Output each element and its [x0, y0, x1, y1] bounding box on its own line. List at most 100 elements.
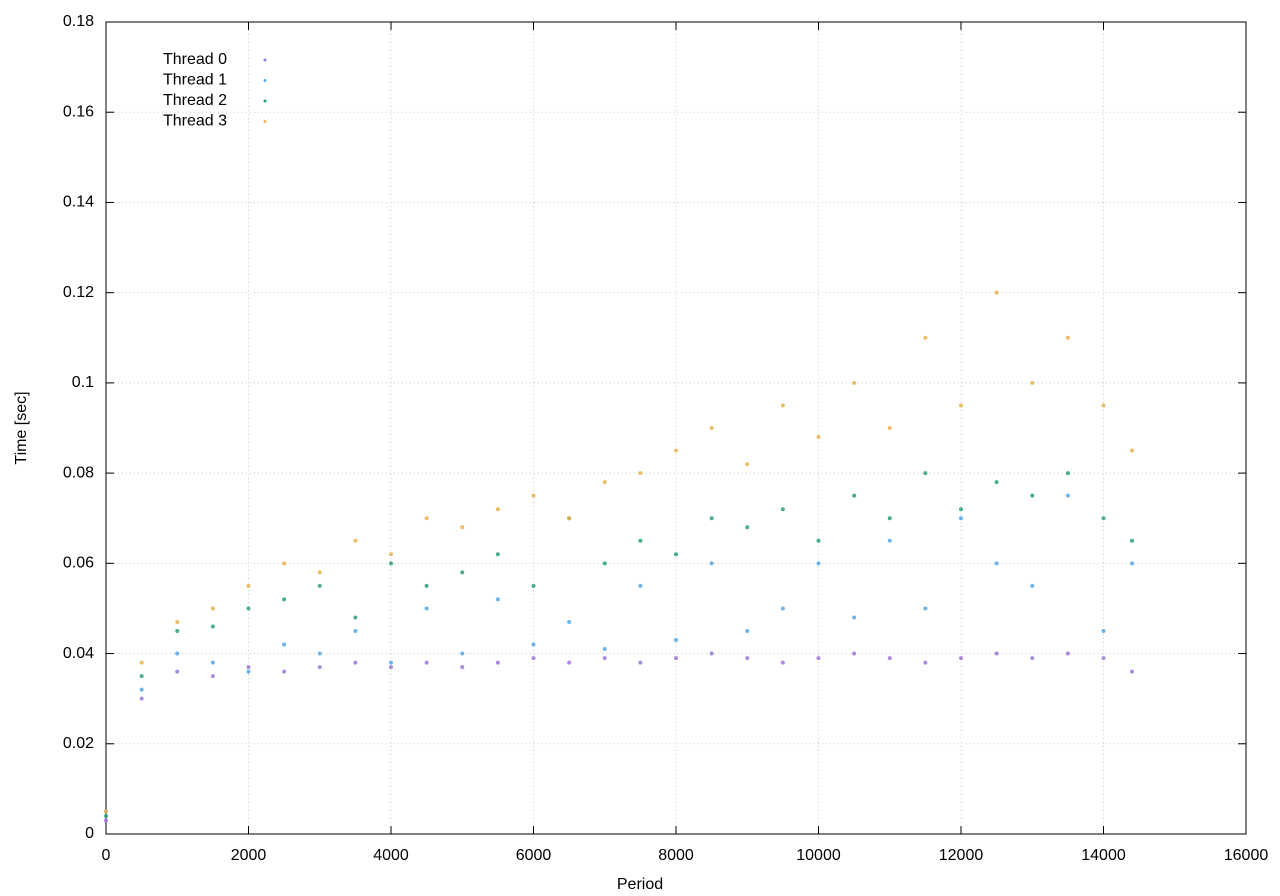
point [1130, 561, 1134, 566]
point [780, 507, 785, 512]
point [495, 660, 500, 665]
point [852, 380, 857, 385]
point [923, 606, 928, 611]
legend-marker [263, 99, 267, 103]
point [424, 660, 429, 665]
point [959, 516, 963, 521]
point [1030, 656, 1035, 661]
x-tick-label: 10000 [796, 847, 841, 864]
point [175, 619, 180, 624]
point [602, 647, 607, 652]
point [1030, 380, 1035, 385]
y-tick-label: 0.12 [63, 284, 94, 301]
point [959, 656, 963, 661]
point [567, 619, 572, 624]
x-tick-label: 0 [102, 847, 111, 864]
point [104, 818, 108, 823]
point [1101, 629, 1106, 633]
point [780, 660, 785, 665]
point [460, 665, 465, 670]
point [210, 606, 215, 611]
point [602, 656, 607, 661]
point [1065, 493, 1070, 498]
series [104, 493, 1134, 814]
point [531, 642, 536, 647]
point [638, 471, 643, 476]
point [887, 538, 892, 543]
point [638, 660, 643, 665]
point [353, 615, 358, 620]
point [282, 561, 287, 566]
point [959, 403, 963, 408]
point [175, 651, 180, 656]
point [353, 660, 358, 665]
point [139, 660, 144, 665]
point [745, 525, 750, 530]
point [210, 624, 215, 629]
y-tick-label: 0.14 [63, 194, 94, 211]
point [852, 651, 857, 656]
point [424, 583, 429, 588]
point [1130, 448, 1134, 453]
point [175, 669, 180, 674]
point [674, 656, 678, 661]
point [495, 552, 500, 557]
point [175, 629, 180, 633]
point [246, 669, 251, 674]
point [531, 583, 536, 588]
point [531, 656, 536, 661]
point [638, 583, 643, 588]
point [709, 561, 714, 566]
x-tick-label: 12000 [939, 847, 984, 864]
point [389, 665, 393, 670]
point [994, 561, 999, 566]
point [780, 606, 785, 611]
y-tick-label: 0.08 [63, 464, 94, 481]
point [674, 448, 678, 453]
point [709, 426, 714, 430]
point [495, 507, 500, 512]
point [389, 552, 393, 557]
series [104, 471, 1134, 818]
point [531, 493, 536, 498]
point [816, 561, 821, 566]
series [104, 651, 1134, 823]
point [495, 597, 500, 602]
point [923, 335, 928, 340]
point [923, 660, 928, 665]
point [389, 561, 393, 566]
point [1130, 538, 1134, 543]
point [745, 629, 750, 633]
point [1065, 471, 1070, 476]
point [353, 538, 358, 543]
point [317, 570, 322, 575]
y-tick-label: 0.02 [63, 735, 94, 752]
point [460, 651, 465, 656]
point [674, 552, 678, 557]
legend-label: Thread 0 [163, 51, 227, 68]
point [317, 651, 322, 656]
point [567, 660, 572, 665]
legend-label: Thread 2 [163, 92, 227, 109]
point [745, 462, 750, 467]
point [745, 656, 750, 661]
point [923, 471, 928, 476]
point [460, 570, 465, 575]
point [816, 656, 821, 661]
point [1101, 516, 1106, 521]
y-tick-label: 0.1 [72, 374, 94, 391]
legend-marker [263, 58, 267, 62]
point [210, 674, 215, 679]
point [1065, 651, 1070, 656]
point [1101, 403, 1106, 408]
point [887, 656, 892, 661]
point [959, 507, 963, 512]
series [104, 290, 1134, 814]
point [246, 583, 251, 588]
legend-label: Thread 3 [163, 113, 227, 130]
point [139, 696, 144, 701]
point [424, 606, 429, 611]
point [282, 597, 287, 602]
x-tick-label: 8000 [658, 847, 694, 864]
